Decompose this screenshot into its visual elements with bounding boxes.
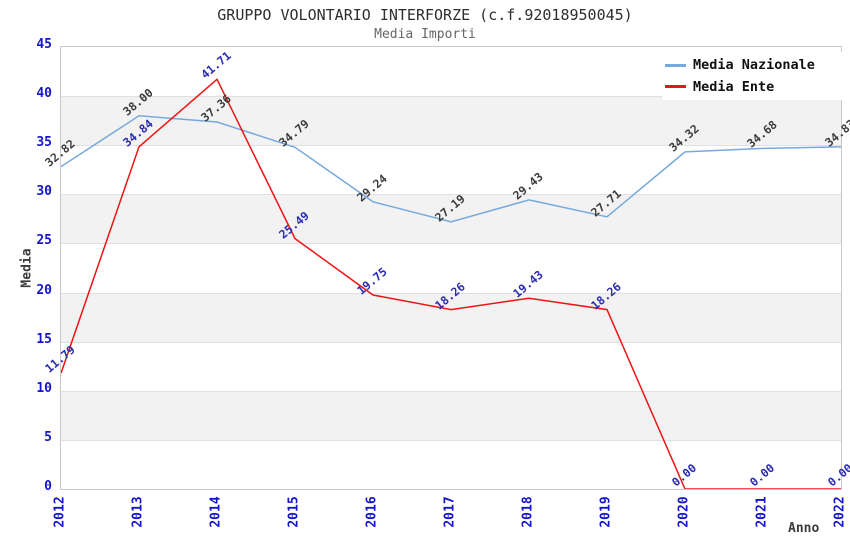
legend-label-media-ente: Media Ente [693,78,775,95]
series-lines-canvas [61,78,841,489]
legend-line-swatch-red [665,85,686,89]
y-tick-label: 25 [36,233,52,249]
legend-item-media-nazionale: Media Nazionale [662,57,842,73]
plot-band-gray [61,194,841,244]
legend: Media Nazionale Media Ente [662,52,842,100]
chart-subtitle: Media Importi [374,27,476,42]
gridline [61,243,841,244]
gridline [61,342,841,343]
x-tick-label: 2018 [520,496,536,528]
x-tick-label: 2017 [442,496,458,528]
plot-band-gray [61,390,841,440]
y-tick-label: 5 [44,429,52,445]
x-axis-title: Anno [788,521,820,536]
x-tick-label: 2013 [130,496,146,528]
y-tick-label: 35 [36,135,52,151]
series-line-media-ente [61,78,841,489]
x-tick-label: 2019 [598,496,614,528]
gridline [61,96,841,97]
y-tick-label: 15 [36,331,52,347]
x-tick-label: 2020 [676,496,692,528]
y-tick-label: 0 [44,479,52,494]
legend-label-media-nazionale: Media Nazionale [693,57,815,74]
gridline [61,391,841,392]
legend-item-media-ente: Media Ente [662,79,842,95]
series-line-media-nazionale [61,115,841,223]
y-tick-label: 40 [36,86,52,102]
plot-area [60,46,842,490]
x-tick-label: 2012 [52,496,68,528]
gridline [61,194,841,195]
x-tick-label: 2021 [754,496,770,528]
x-tick-label: 2014 [208,496,224,528]
gridline [61,440,841,441]
gridline [61,293,841,294]
chart-title: GRUPPO VOLONTARIO INTERFORZE (c.f.920189… [217,6,633,24]
y-tick-label: 10 [36,380,52,396]
y-tick-label: 45 [36,37,52,52]
plot-band-gray [61,292,841,342]
gridline [61,145,841,146]
x-tick-label: 2022 [832,496,848,528]
x-tick-label: 2016 [364,496,380,528]
legend-line-swatch-blue [665,63,686,67]
x-tick-label: 2015 [286,496,302,528]
y-tick-label: 20 [36,282,52,298]
y-tick-label: 30 [36,184,52,200]
